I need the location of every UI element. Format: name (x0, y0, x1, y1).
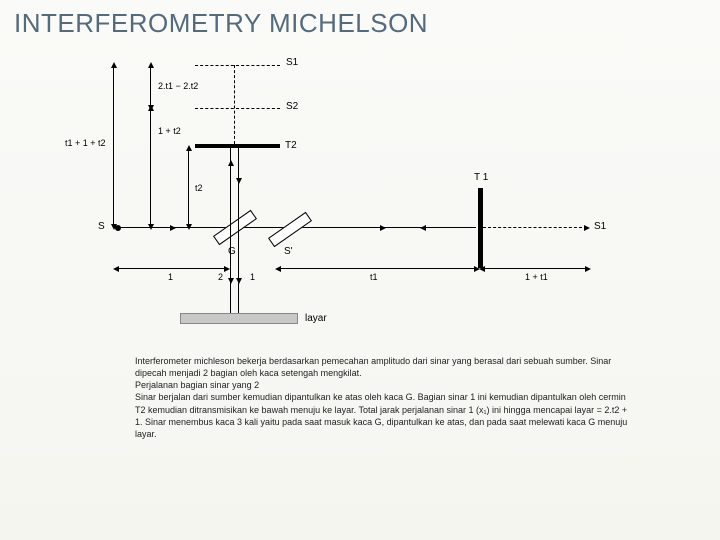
ray-up-dash (234, 65, 235, 144)
dim-1-r (224, 266, 230, 272)
label-s1-right: S1 (594, 221, 606, 232)
mirror-t2 (195, 144, 280, 148)
arrow-dn2 (228, 278, 234, 284)
dim-1-l (113, 266, 119, 272)
dim-2t-v (150, 65, 151, 108)
dim-t2-v (188, 148, 189, 227)
para-3: Sinar berjalan dari sumber kemudian dipa… (135, 391, 635, 440)
arrow-main-r2 (380, 225, 386, 231)
label-dim-1: 1 (168, 272, 173, 282)
ray-up-2 (238, 148, 239, 228)
label-sprime: S' (284, 246, 293, 257)
splitter-sprime (268, 212, 312, 247)
label-dim-outer: t1 + 1 + t2 (65, 138, 106, 148)
label-s1-top: S1 (286, 57, 298, 68)
label-dim-2t: 2.t1 − 2.t2 (158, 81, 198, 91)
ray-to-s1r (483, 227, 587, 228)
para-2: Perjalanan bagian sinar yang 2 (135, 379, 635, 391)
dim-outer-v (113, 65, 114, 227)
dim-1pt1-l (479, 266, 485, 272)
dim-2t-u (148, 62, 154, 68)
label-dim-t1: t1 (370, 272, 378, 282)
arrow-main-r (170, 225, 176, 231)
dim-t2-d (186, 224, 192, 230)
label-s: S (98, 221, 105, 232)
dim-t1-l (275, 266, 281, 272)
dim-1pt2-v (150, 108, 151, 227)
dim-outer-u (111, 62, 117, 68)
arrow-s1r (584, 225, 590, 231)
arrow-up1 (228, 160, 234, 166)
description-text: Interferometer michleson bekerja berdasa… (135, 355, 635, 440)
dim-1pt2-u (148, 105, 154, 111)
dim-1-h (118, 268, 226, 269)
dim-t1-h (280, 268, 476, 269)
label-dim-1pt2: 1 + t2 (158, 126, 181, 136)
screen-layar (180, 313, 298, 324)
mirror-t1 (478, 188, 483, 268)
arrow-dn3 (236, 278, 242, 284)
ray-down-1 (230, 228, 231, 313)
arrow-dn1 (236, 178, 242, 184)
ray-down-2 (238, 228, 239, 313)
label-t1: T 1 (474, 172, 488, 183)
michelson-diagram: S T 1 S1 G S' T2 S2 S1 layar t1 + 1 + t2 (80, 48, 640, 338)
label-dim-1b: 1 (250, 272, 255, 282)
label-dim-1pt1: 1 + t1 (525, 272, 548, 282)
label-t2: T2 (285, 140, 297, 151)
dim-outer-d (111, 224, 117, 230)
label-dim-t2: t2 (195, 183, 203, 193)
dim-1pt2-d (148, 224, 154, 230)
label-layar: layar (305, 313, 327, 324)
label-s2: S2 (286, 101, 298, 112)
line-s2 (195, 108, 280, 109)
label-dim-2: 2 (218, 272, 223, 282)
line-s1top (195, 65, 280, 66)
arrow-main-l (420, 225, 426, 231)
para-1: Interferometer michleson bekerja berdasa… (135, 355, 635, 379)
dim-1pt1-h (484, 268, 587, 269)
page-title: INTERFEROMETRY MICHELSON (14, 8, 428, 39)
dim-1pt1-r (585, 266, 591, 272)
dim-t2-u (186, 145, 192, 151)
